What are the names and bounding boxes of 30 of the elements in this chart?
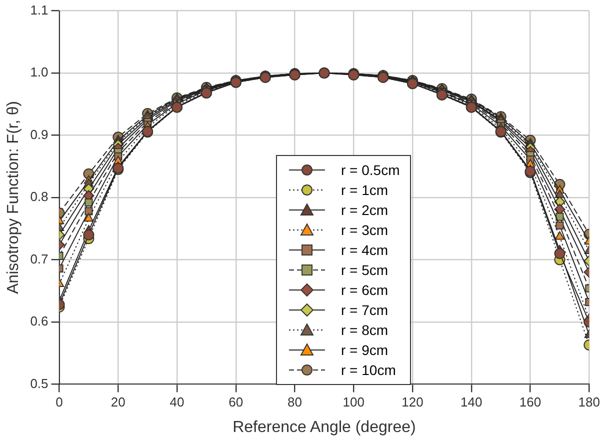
legend-label: r = 5cm — [341, 262, 388, 278]
legend-label: r = 1cm — [341, 182, 388, 198]
y-tick-label: 0.7 — [30, 251, 48, 266]
x-tick-label: 100 — [342, 394, 365, 410]
x-tick-label: 160 — [519, 394, 542, 410]
x-tick-label: 180 — [578, 394, 600, 410]
x-tick-label: 20 — [110, 394, 126, 410]
x-tick-label: 0 — [56, 394, 63, 410]
x-tick-label: 80 — [288, 394, 302, 410]
x-tick-label: 120 — [402, 394, 424, 410]
y-axis-title: Anisotropy Function: F(r, θ) — [5, 101, 22, 294]
legend-label: r = 10cm — [341, 362, 396, 378]
y-tick-label: 0.8 — [30, 189, 48, 204]
x-axis-title: Reference Angle (degree) — [232, 418, 416, 436]
legend-label: r = 0.5cm — [341, 162, 400, 178]
legend-label: r = 8cm — [341, 322, 388, 338]
legend-label: r = 7cm — [341, 302, 388, 318]
x-tick-label: 60 — [228, 394, 244, 410]
y-tick-label: 0.5 — [30, 376, 48, 391]
y-tick-label: 1.1 — [30, 2, 48, 18]
legend-label: r = 9cm — [341, 342, 388, 358]
y-tick-label: 1.0 — [30, 64, 48, 80]
x-tick-label: 40 — [170, 394, 184, 410]
legend-label: r = 4cm — [341, 242, 388, 258]
legend-label: r = 2cm — [341, 202, 388, 218]
legend-label: r = 3cm — [341, 222, 388, 238]
legend-label: r = 6cm — [341, 282, 388, 298]
y-tick-label: 0.6 — [30, 314, 48, 329]
y-tick-label: 0.9 — [30, 126, 48, 142]
x-tick-label: 140 — [460, 394, 482, 410]
